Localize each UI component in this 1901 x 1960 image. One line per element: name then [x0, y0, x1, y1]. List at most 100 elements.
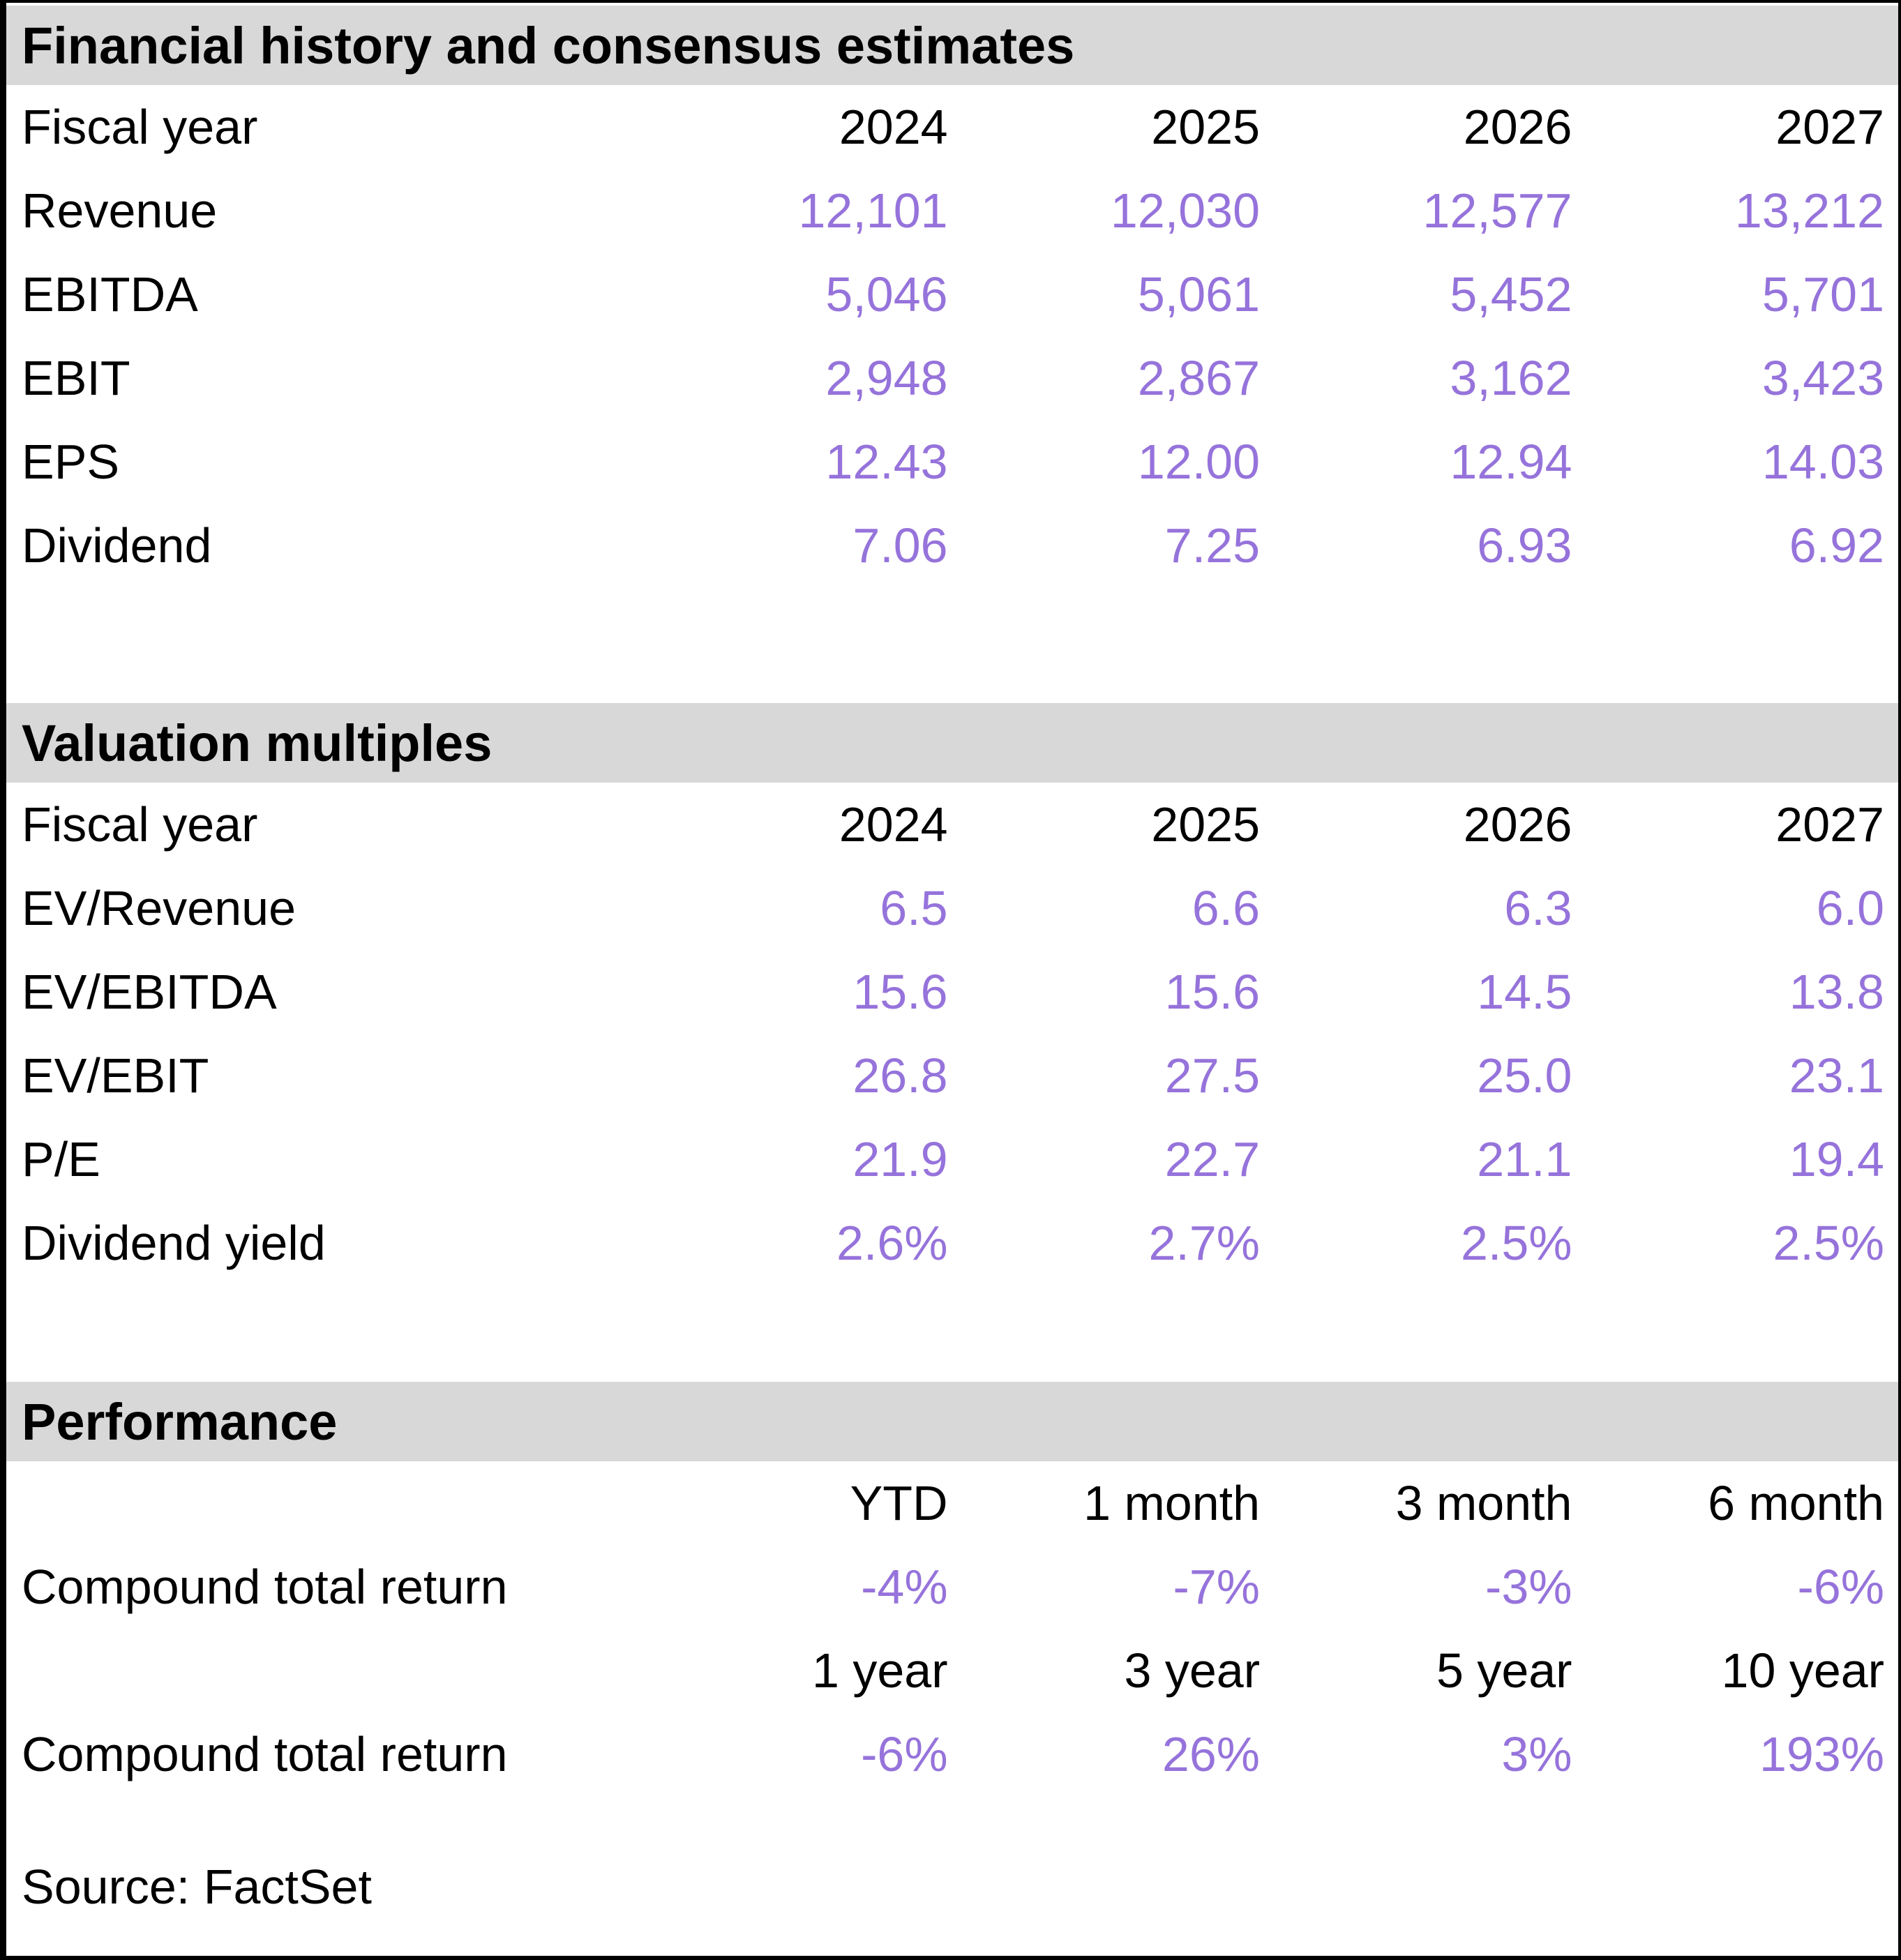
cell-value: 12,577: [1422, 183, 1572, 238]
fiscal-year-label: Fiscal year: [22, 100, 258, 154]
cell-value: 6.6: [1192, 881, 1261, 935]
cell-value: 2,948: [825, 351, 948, 405]
cell-value: 7.06: [852, 518, 948, 573]
cell-value: 5,701: [1761, 267, 1884, 322]
column-header-year: 2026: [1463, 100, 1572, 154]
cell-value: 13,212: [1734, 183, 1884, 238]
cell-value: 27.5: [1164, 1048, 1261, 1103]
cell-value: 12.94: [1450, 435, 1572, 489]
cell-value: 21.9: [852, 1132, 948, 1186]
row-label: EPS: [22, 435, 120, 489]
performance-table: YTD 1 month 3 month 6 month Compound total r…: [6, 1461, 1898, 1796]
table-row: Compound total return -6% 26% 3% 193%: [6, 1712, 1898, 1796]
cell-value: 23.1: [1789, 1048, 1884, 1103]
table-row: Dividend 7.06 7.25 6.93 6.92: [6, 504, 1898, 587]
row-label: Revenue: [22, 183, 218, 238]
cell-value: 5,061: [1137, 267, 1261, 322]
cell-value: 15.6: [852, 965, 948, 1019]
row-label: EV/EBITDA: [22, 965, 277, 1019]
cell-value: 2.5%: [1773, 1216, 1884, 1270]
column-header-year: 2027: [1775, 797, 1884, 852]
table-row: Compound total return -4% -7% -3% -6%: [6, 1545, 1898, 1629]
cell-value: 22.7: [1164, 1132, 1261, 1186]
cell-value: 2.6%: [836, 1216, 948, 1270]
row-label: EBITDA: [22, 267, 198, 322]
row-label: P/E: [22, 1132, 100, 1186]
cell-value: 26.8: [852, 1048, 948, 1103]
financial-history-table: Fiscal year 2024 2025 2026 2027 Revenue 12,101…: [6, 85, 1898, 587]
cell-value: 3,423: [1761, 351, 1884, 405]
cell-value: 14.03: [1761, 435, 1884, 489]
row-label: Dividend: [22, 518, 212, 573]
cell-value: -3%: [1485, 1560, 1572, 1614]
cell-value: 2,867: [1137, 351, 1261, 405]
column-header-period: 1 year: [812, 1643, 948, 1698]
cell-value: 21.1: [1477, 1132, 1572, 1186]
cell-value: 13.8: [1789, 965, 1884, 1019]
row-label: Dividend yield: [22, 1216, 326, 1270]
table-row: Dividend yield 2.6% 2.7% 2.5% 2.5%: [6, 1201, 1898, 1285]
cell-value: 2.7%: [1148, 1216, 1261, 1270]
row-label: Compound total return: [22, 1727, 508, 1781]
cell-value: 193%: [1759, 1727, 1884, 1781]
table-row: Fiscal year 2024 2025 2026 2027: [6, 85, 1898, 169]
row-label: EV/Revenue: [22, 881, 296, 935]
column-header-period: 10 year: [1721, 1643, 1884, 1698]
valuation-multiples-table: Fiscal year 2024 2025 2026 2027 EV/Revenue 6.5…: [6, 783, 1898, 1285]
column-header-year: 2025: [1151, 797, 1261, 852]
table-row: Revenue 12,101 12,030 12,577 13,212: [6, 169, 1898, 252]
cell-value: 6.5: [880, 881, 948, 935]
table-row: EPS 12.43 12.00 12.94 14.03: [6, 420, 1898, 504]
row-label: Compound total return: [22, 1560, 508, 1614]
cell-value: -7%: [1173, 1560, 1261, 1614]
source-note: Source: FactSet: [22, 1860, 372, 1914]
cell-value: 6.0: [1816, 881, 1884, 935]
table-row: P/E 21.9 22.7 21.1 19.4: [6, 1117, 1898, 1201]
table-row: EV/EBIT 26.8 27.5 25.0 23.1: [6, 1034, 1898, 1117]
table-row: EBITDA 5,046 5,061 5,452 5,701: [6, 252, 1898, 336]
cell-value: 7.25: [1164, 518, 1261, 573]
column-header-year: 2024: [839, 100, 948, 154]
fiscal-year-label: Fiscal year: [22, 797, 258, 852]
cell-value: 5,046: [825, 267, 948, 322]
cell-value: 12,101: [798, 183, 948, 238]
cell-value: 3,162: [1450, 351, 1572, 405]
column-header-year: 2026: [1463, 797, 1572, 852]
row-label: EBIT: [22, 351, 130, 405]
cell-value: 15.6: [1164, 965, 1261, 1019]
cell-value: 5,452: [1450, 267, 1572, 322]
column-header-period: 3 year: [1124, 1643, 1261, 1698]
cell-value: 6.93: [1477, 518, 1572, 573]
section-title-performance: Performance: [6, 1382, 1898, 1461]
cell-value: 19.4: [1789, 1132, 1884, 1186]
column-header-period: 1 month: [1083, 1476, 1261, 1530]
table-row: EV/EBITDA 15.6 15.6 14.5 13.8: [6, 950, 1898, 1034]
column-header-year: 2027: [1775, 100, 1884, 154]
cell-value: 2.5%: [1460, 1216, 1572, 1270]
section-title-financial-history: Financial history and consensus estimate…: [6, 6, 1898, 85]
row-label: EV/EBIT: [22, 1048, 209, 1103]
table-row: YTD 1 month 3 month 6 month: [6, 1461, 1898, 1545]
cell-value: -4%: [861, 1560, 948, 1614]
cell-value: 26%: [1162, 1727, 1261, 1781]
section-title-valuation-multiples: Valuation multiples: [6, 703, 1898, 783]
table-row: Fiscal year 2024 2025 2026 2027: [6, 783, 1898, 866]
column-header-period: 3 month: [1395, 1476, 1572, 1530]
cell-value: -6%: [861, 1727, 948, 1781]
cell-value: 3%: [1501, 1727, 1572, 1781]
column-header-year: 2025: [1151, 100, 1261, 154]
cell-value: 25.0: [1477, 1048, 1572, 1103]
cell-value: 6.92: [1789, 518, 1884, 573]
cell-value: 14.5: [1477, 965, 1572, 1019]
column-header-period: 5 year: [1436, 1643, 1572, 1698]
column-header-period: 6 month: [1708, 1476, 1884, 1530]
cell-value: 12.00: [1137, 435, 1261, 489]
table-row: EV/Revenue 6.5 6.6 6.3 6.0: [6, 866, 1898, 950]
table-row: 1 year 3 year 5 year 10 year: [6, 1629, 1898, 1712]
cell-value: 6.3: [1504, 881, 1572, 935]
cell-value: -6%: [1797, 1560, 1884, 1614]
column-header-year: 2024: [839, 797, 948, 852]
cell-value: 12,030: [1110, 183, 1261, 238]
cell-value: 12.43: [825, 435, 948, 489]
